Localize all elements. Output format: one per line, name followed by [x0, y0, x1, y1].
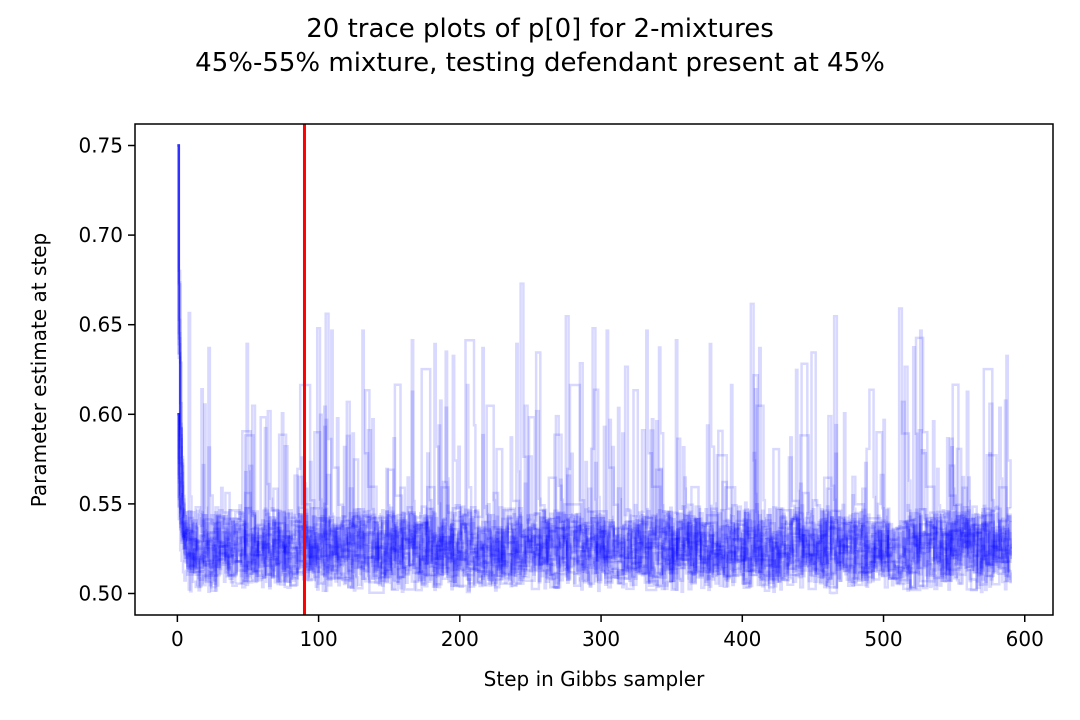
x-tick-label: 200	[441, 627, 479, 651]
trace-series-line	[177, 346, 1012, 594]
x-tick-label: 600	[1006, 627, 1044, 651]
y-axis-label: Parameter estimate at step	[27, 233, 51, 508]
trace-series-line	[177, 144, 1012, 590]
x-axis-label: Step in Gibbs sampler	[484, 667, 705, 691]
trace-series-line	[177, 329, 1011, 592]
x-tick-label: 300	[582, 627, 620, 651]
y-tick-label: 0.75	[78, 134, 123, 158]
x-tick-label: 400	[723, 627, 761, 651]
trace-series-line	[177, 342, 1012, 593]
trace-series-line	[177, 311, 1011, 592]
trace-series-line	[177, 144, 1012, 592]
trace-series-line	[177, 144, 1012, 594]
y-axis: 0.50 0.55 0.60 0.65 0.70 0.75	[78, 134, 135, 605]
trace-series-line	[177, 326, 1012, 592]
trace-series-line	[177, 314, 1012, 591]
trace-lines	[177, 144, 1012, 595]
trace-series-line	[177, 144, 1012, 592]
chart-title-line-1: 20 trace plots of p[0] for 2-mixtures	[306, 14, 774, 44]
trace-series-line	[177, 144, 1011, 593]
trace-series-line	[177, 329, 1011, 591]
y-tick-label: 0.70	[78, 223, 123, 247]
x-axis: 0 100 200 300 400 500 600	[171, 615, 1044, 651]
chart-title-line-2: 45%-55% mixture, testing defendant prese…	[195, 48, 885, 78]
x-tick-label: 100	[300, 627, 338, 651]
plot-frame	[134, 123, 1054, 616]
trace-series-line	[177, 144, 1011, 595]
trace-series-line	[177, 144, 1011, 593]
x-tick-label: 500	[864, 627, 902, 651]
y-tick-label: 0.65	[78, 313, 123, 337]
trace-series-line	[177, 144, 1012, 590]
y-tick-label: 0.55	[78, 492, 123, 516]
trace-series-line	[177, 338, 1011, 592]
trace-series-line	[177, 365, 1012, 594]
y-tick-label: 0.50	[78, 581, 123, 605]
y-tick-label: 0.60	[78, 402, 123, 426]
trace-series-line	[177, 144, 1012, 595]
x-tick-label: 0	[171, 627, 184, 651]
trace-series-line	[177, 383, 1011, 593]
